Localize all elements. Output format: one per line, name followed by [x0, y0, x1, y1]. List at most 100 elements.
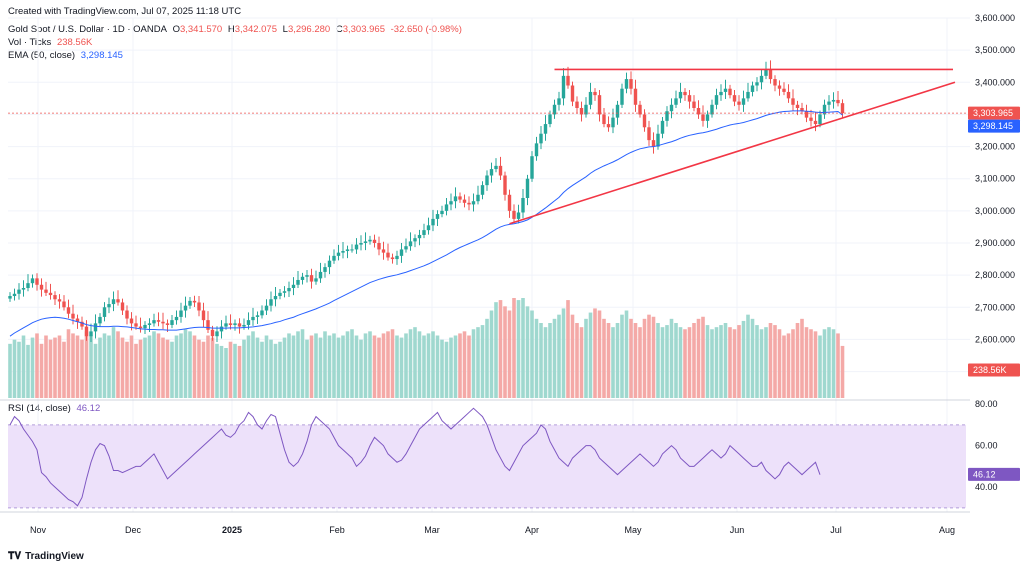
candle-body	[174, 316, 179, 321]
candle-body	[696, 108, 701, 115]
candle-body	[471, 201, 476, 205]
volume-bar	[75, 335, 80, 398]
volume-bar	[377, 337, 381, 398]
volume-bar	[84, 331, 89, 398]
volume-bar	[498, 300, 503, 398]
volume-bar	[57, 335, 62, 398]
volume-bar	[728, 327, 732, 398]
close-value: 3,303.965	[342, 24, 385, 35]
candle-body	[647, 127, 651, 141]
candle-body	[116, 299, 120, 303]
volume-bar	[809, 329, 813, 398]
rsi-label: RSI (14, close)	[8, 403, 71, 414]
candle-body	[120, 302, 125, 311]
volume-bar	[39, 343, 44, 398]
high-label: H	[227, 24, 235, 35]
candle-body	[129, 318, 134, 324]
candle-body	[206, 320, 210, 330]
candle-body	[125, 310, 129, 319]
candle-body	[8, 296, 12, 299]
candle-body	[260, 310, 264, 316]
time-tick: Feb	[329, 525, 345, 535]
volume-bar	[147, 335, 152, 398]
candle-body	[764, 69, 768, 76]
candle-body	[197, 302, 201, 311]
candle-body	[521, 198, 525, 213]
candle-body	[386, 252, 390, 258]
candle-body	[390, 257, 395, 260]
volume-bar	[813, 331, 818, 398]
volume-bar	[741, 320, 746, 398]
candle-body	[161, 321, 165, 324]
volume-bar	[386, 331, 390, 398]
volume-bar	[503, 306, 507, 398]
volume-bar	[53, 337, 57, 398]
candle-body	[134, 323, 138, 327]
candle-body	[395, 255, 399, 260]
candle-body	[89, 331, 93, 337]
volume-bar	[413, 327, 417, 398]
candle-body	[512, 210, 516, 219]
candle-body	[746, 91, 750, 99]
volume-bar	[251, 331, 255, 398]
volume-bar	[170, 341, 174, 398]
candle-body	[777, 85, 782, 89]
candle-body	[831, 99, 836, 102]
candle-body	[701, 114, 705, 121]
candle-body	[336, 252, 341, 256]
candle-body	[768, 69, 773, 80]
volume-bar	[611, 327, 615, 398]
candle-body	[17, 289, 21, 294]
volume-bar	[683, 329, 687, 398]
rsi-line	[9, 407, 821, 507]
candle-body	[467, 202, 471, 205]
volume-bar	[705, 325, 710, 398]
volume-bar	[818, 335, 822, 398]
volume-bar	[431, 331, 435, 398]
candle-body	[836, 99, 840, 104]
volume-bar	[831, 329, 836, 398]
candle-body	[399, 249, 404, 256]
volume-bar	[242, 339, 246, 398]
candle-body	[489, 169, 494, 176]
candle-body	[408, 241, 413, 247]
candle-body	[674, 98, 678, 105]
volume-bar	[368, 331, 372, 398]
price-axis: 3,600.0003,500.0003,400.0003,300.0003,20…	[975, 13, 1015, 377]
support-trendline	[509, 81, 956, 225]
candle-body	[66, 307, 71, 314]
candle-body	[620, 88, 624, 105]
candle-body	[152, 320, 156, 324]
candle-body	[215, 331, 219, 337]
candle-body	[561, 75, 566, 99]
volume-bar	[764, 327, 768, 398]
volume-bar	[98, 337, 102, 398]
volume-bar	[557, 314, 561, 398]
volume-bar	[372, 335, 377, 398]
candle-body	[57, 299, 62, 302]
volume-bar	[273, 343, 278, 398]
candle-body	[683, 91, 687, 96]
volume-bar	[188, 331, 192, 398]
volume-bar	[359, 339, 363, 398]
candle-body	[566, 75, 570, 86]
open-label: O	[172, 24, 180, 35]
candle-body	[188, 300, 192, 306]
candle-body	[705, 114, 710, 121]
volume-bar	[228, 341, 233, 398]
volume-bar	[314, 333, 318, 398]
volume-bar	[521, 298, 525, 398]
volume-bar	[381, 333, 386, 398]
candle-body	[624, 79, 629, 89]
volume-bar	[836, 333, 840, 398]
candle-body	[453, 196, 458, 202]
tradingview-logo-icon: 𝐓𝐕	[8, 551, 22, 562]
candle-body	[318, 271, 323, 279]
candle-body	[692, 101, 696, 108]
candle-body	[305, 275, 309, 277]
ema-legend: EMA (50, close) 3,298.145	[8, 50, 126, 61]
candle-body	[660, 120, 665, 134]
volume-bar	[678, 327, 683, 398]
volume-bar	[579, 327, 584, 398]
